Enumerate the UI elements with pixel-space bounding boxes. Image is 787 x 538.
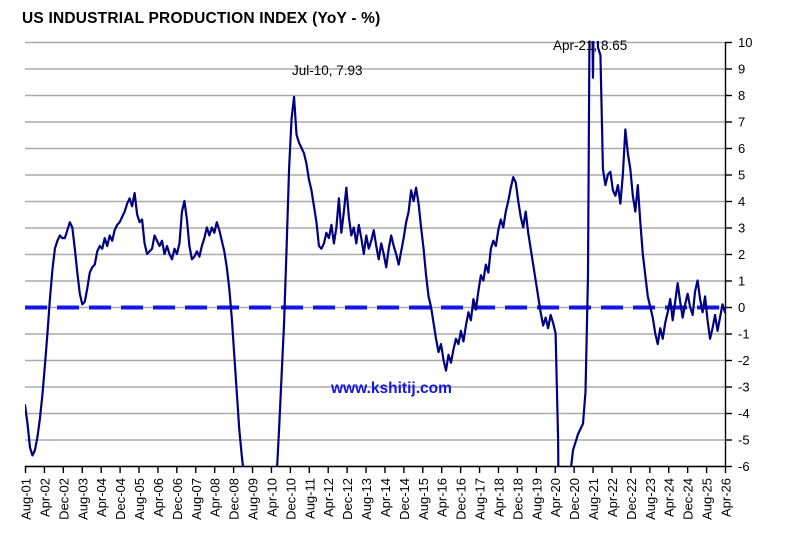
x-tick-label: Dec-10	[283, 478, 298, 520]
y-tick-label: 6	[738, 141, 745, 156]
x-axis-ticks: Aug-01 Apr-02 Dec-02 Aug-03 Apr-04 Dec-04 Aug-…	[19, 466, 734, 520]
x-tick-label: Apr-06	[151, 478, 166, 517]
x-tick-label: Dec-22	[624, 478, 639, 520]
page-title: US INDUSTRIAL PRODUCTION INDEX (YoY - %)	[22, 10, 381, 27]
x-tick-label: Dec-06	[170, 478, 185, 520]
x-tick-label: Apr-08	[208, 478, 223, 517]
x-tick-label: Aug-09	[246, 478, 261, 520]
y-tick-label: -4	[738, 406, 750, 421]
x-tick-label: Apr-16	[435, 478, 450, 517]
x-tick-label: Dec-02	[56, 478, 71, 520]
data-series-line	[25, 41, 725, 466]
x-tick-label: Apr-02	[37, 478, 52, 517]
x-tick-label: Dec-24	[681, 478, 696, 520]
x-tick-label: Aug-17	[473, 478, 488, 520]
x-tick-label: Aug-19	[529, 478, 544, 520]
x-tick-label: Apr-26	[719, 478, 734, 517]
y-tick-label: -6	[738, 459, 750, 474]
x-tick-label: Dec-18	[510, 478, 525, 520]
y-tick-label: 7	[738, 115, 745, 130]
gridlines-group	[25, 41, 725, 468]
x-tick-label: Apr-20	[548, 478, 563, 517]
x-tick-label: Dec-16	[454, 478, 469, 520]
y-tick-label: -3	[738, 380, 750, 395]
y-tick-label: 2	[738, 247, 745, 262]
watermark-label: www.kshitij.com	[330, 380, 452, 397]
y-tick-label: 3	[738, 221, 745, 236]
x-tick-label: Aug-03	[75, 478, 90, 520]
x-tick-label: Aug-07	[189, 478, 204, 520]
x-tick-label: Aug-15	[416, 478, 431, 520]
x-tick-label: Aug-25	[700, 478, 715, 520]
x-tick-label: Apr-04	[94, 478, 109, 517]
y-tick-label: 9	[738, 62, 745, 77]
watermark: www.kshitij.com	[330, 380, 452, 397]
annotation-label: Apr-21, 8.65	[553, 38, 627, 53]
x-tick-label: Dec-08	[227, 478, 242, 520]
x-tick-label: Apr-12	[321, 478, 336, 517]
x-tick-label: Apr-10	[264, 478, 279, 517]
y-tick-label: 10	[738, 35, 752, 50]
y-tick-label: 1	[738, 274, 745, 289]
annotations-group: Jul-10, 7.93 Apr-21, 8.65	[292, 38, 627, 78]
y-tick-label: -2	[738, 353, 750, 368]
annotation-label: Jul-10, 7.93	[292, 63, 363, 78]
x-tick-label: Dec-04	[113, 478, 128, 520]
x-tick-label: Apr-22	[605, 478, 620, 517]
y-tick-label: -5	[738, 433, 750, 448]
x-tick-label: Dec-14	[397, 478, 412, 520]
series-path	[25, 41, 725, 466]
x-tick-label: Aug-13	[359, 478, 374, 520]
y-tick-label: 0	[738, 300, 745, 315]
x-tick-label: Apr-14	[378, 478, 393, 517]
x-tick-label: Aug-11	[302, 478, 317, 519]
x-tick-label: Apr-24	[662, 478, 677, 517]
x-tick-label: Apr-18	[491, 478, 506, 517]
y-tick-label: 4	[738, 194, 745, 209]
y-tick-label: 5	[738, 168, 745, 183]
x-tick-label: Aug-23	[643, 478, 658, 520]
x-tick-label: Aug-21	[586, 478, 601, 520]
x-tick-label: Dec-12	[340, 478, 355, 520]
x-tick-label: Aug-01	[19, 478, 34, 520]
y-tick-label: 8	[738, 88, 745, 103]
x-tick-label: Aug-05	[132, 478, 147, 520]
x-tick-label: Dec-20	[567, 478, 582, 520]
y-tick-label: -1	[738, 327, 750, 342]
